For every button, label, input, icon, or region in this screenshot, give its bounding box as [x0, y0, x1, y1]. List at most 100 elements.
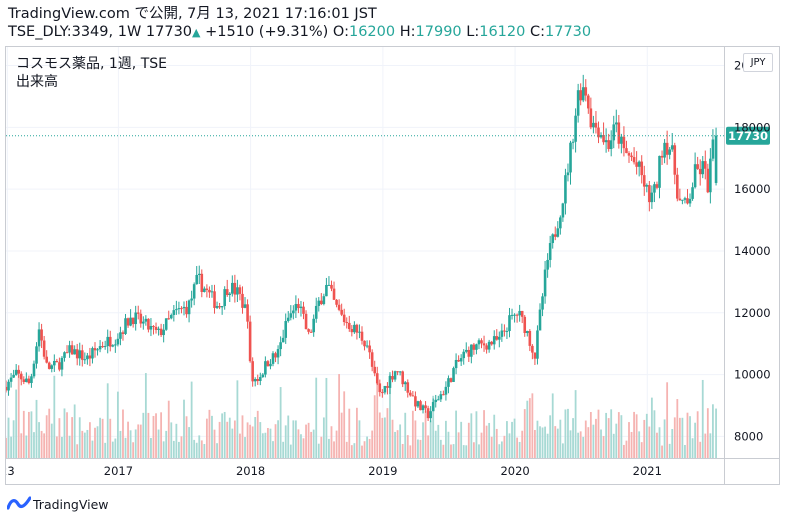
volume-bar — [7, 417, 10, 458]
candle-body — [538, 309, 542, 331]
candle-body — [114, 344, 117, 346]
currency-badge[interactable]: JPY — [743, 53, 773, 72]
volume-bar — [139, 424, 142, 458]
candle-body — [88, 355, 92, 359]
volume-bar — [25, 435, 28, 458]
candle-body — [149, 325, 153, 330]
candle-body — [286, 317, 290, 322]
candle-body — [106, 336, 110, 347]
volume-bar — [516, 437, 519, 458]
volume-title: 出来高 — [16, 74, 58, 90]
candle-body — [401, 371, 404, 385]
volume-bar — [635, 414, 638, 458]
volume-bar — [185, 416, 188, 458]
volume-bar — [686, 412, 689, 458]
candle-body — [40, 329, 43, 341]
volume-bar — [73, 404, 76, 458]
candle-body — [625, 148, 628, 154]
volume-bar — [132, 442, 135, 458]
volume-bar — [45, 415, 48, 458]
volume-bar — [681, 417, 684, 458]
volume-bar — [373, 395, 376, 458]
volume-bar — [668, 443, 671, 458]
volume-bar — [643, 419, 646, 458]
volume-bar — [605, 412, 608, 458]
candle-body — [505, 331, 509, 333]
volume-bar — [600, 429, 602, 458]
candle-body — [515, 314, 519, 316]
volume-bar — [142, 412, 145, 458]
volume-bar — [66, 412, 68, 458]
candle-body — [559, 217, 562, 229]
candle-body — [238, 287, 242, 294]
candle-body — [7, 381, 10, 391]
volume-bar — [506, 421, 508, 458]
volume-bar — [122, 409, 124, 458]
candle-body — [594, 122, 598, 128]
candle-body — [147, 318, 150, 330]
candle-body — [261, 374, 265, 378]
candle-body — [658, 155, 661, 188]
volume-bar — [656, 432, 658, 458]
close-label: C: — [529, 24, 545, 40]
candle-body — [391, 376, 394, 380]
candle-body — [475, 344, 478, 350]
volume-bar — [289, 444, 292, 458]
candle-body — [520, 310, 524, 317]
volume-bar — [483, 410, 485, 458]
volume-bar — [500, 441, 503, 458]
candle-body — [192, 284, 196, 299]
candle-body — [576, 90, 580, 116]
volume-bar — [574, 390, 577, 458]
candle-body — [360, 331, 364, 341]
volume-bar — [544, 426, 546, 458]
volume-bar — [429, 420, 432, 458]
volume-bar — [368, 438, 371, 458]
candle-body — [218, 306, 221, 308]
volume-bar — [216, 443, 218, 458]
price-tick-label: 10000 — [734, 368, 771, 382]
candle-body — [706, 168, 710, 193]
price-chart[interactable]: 1773020000180001600014000120001000080002… — [6, 47, 779, 484]
volume-bar — [592, 424, 595, 458]
volume-bar — [256, 410, 259, 458]
volume-bar — [617, 412, 620, 458]
volume-bar — [91, 440, 94, 458]
candle-body — [65, 352, 69, 354]
volume-bar — [22, 410, 25, 458]
volume-bar — [378, 412, 381, 458]
candle-body — [157, 328, 160, 330]
last-price-label: 17730 — [728, 129, 768, 143]
volume-bar — [523, 409, 526, 458]
candle-body — [498, 336, 501, 340]
volume-bar — [294, 420, 297, 458]
volume-bar — [615, 423, 618, 458]
volume-bar — [363, 441, 366, 458]
candle-body — [492, 336, 496, 345]
candle-body — [541, 296, 544, 310]
candle-body — [119, 332, 122, 339]
volume-bar — [157, 429, 160, 458]
candle-body — [429, 411, 432, 419]
chart-frame[interactable]: 1773020000180001600014000120001000080002… — [5, 46, 780, 485]
volume-bar — [269, 428, 272, 458]
volume-bar — [353, 443, 356, 458]
price-tick-label: 16000 — [734, 182, 771, 196]
volume-bar — [602, 436, 605, 458]
candle-body — [444, 386, 448, 395]
candle-body — [180, 308, 183, 310]
volume-bar — [638, 431, 641, 458]
candle-body — [350, 329, 354, 333]
candle-body — [276, 349, 280, 358]
candle-body — [307, 329, 310, 332]
candle-body — [45, 356, 48, 363]
candle-body — [12, 374, 15, 378]
candle-body — [434, 399, 438, 403]
volume-bar — [322, 417, 325, 458]
candle-body — [70, 345, 74, 355]
candle-body — [655, 184, 659, 188]
candle-body — [620, 136, 623, 144]
volume-bar — [457, 432, 460, 458]
candle-body — [645, 185, 649, 187]
candle-body — [304, 313, 308, 330]
